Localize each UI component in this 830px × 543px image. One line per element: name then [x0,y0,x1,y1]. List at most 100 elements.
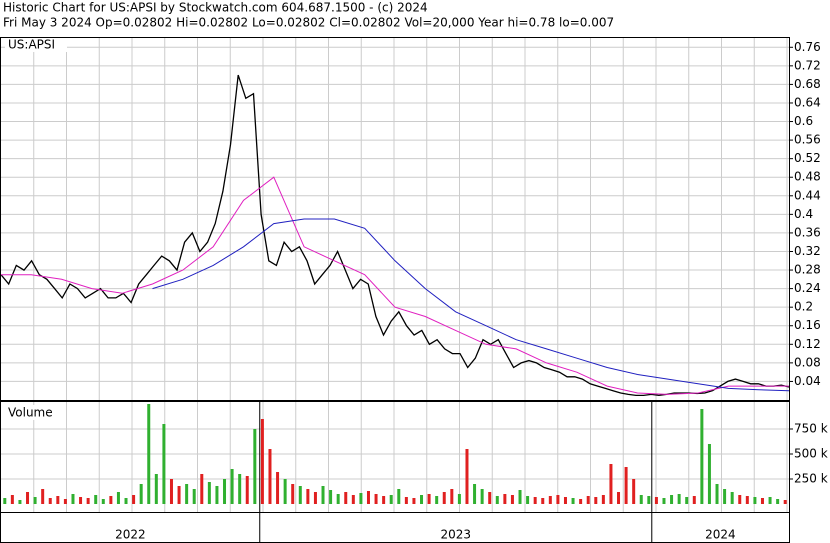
volume-bar [723,489,727,504]
volume-bar [609,464,613,504]
volume-bar [601,495,605,504]
y-tick-label: 0.64 [794,95,821,109]
volume-bar [389,495,393,504]
volume-bar [526,496,530,504]
volume-bar [162,424,166,504]
y-tick-label: 0.08 [794,355,821,369]
volume-bar [745,496,749,504]
volume-bar [48,498,52,504]
chart-subtitle: Fri May 3 2024 Op=0.02802 Hi=0.02802 Lo=… [3,16,614,30]
volume-bar [306,489,310,504]
y-tick-label: 0.24 [794,281,821,295]
volume-bar [533,497,537,504]
volume-bar [245,476,249,504]
y-tick-label: 0.2 [794,300,813,314]
volume-bar [139,484,143,504]
y-tick-label: 250 k [794,472,828,486]
volume-bar [730,492,734,504]
y-tick-label: 0.44 [794,188,821,202]
volume-bar [283,479,287,504]
volume-bar [518,490,522,504]
volume-bar [776,499,780,504]
volume-bar [685,497,689,504]
volume-bar [359,493,363,504]
volume-bar [473,484,477,504]
volume-bar [3,498,7,504]
volume-bar [457,494,461,504]
volume-bar [707,444,711,504]
volume-bar [586,496,590,504]
volume-label: Volume [8,406,53,420]
volume-bar [276,472,280,504]
volume-bar [495,496,499,504]
volume-bar [344,492,348,504]
volume-bar [223,479,227,504]
price-frame [0,37,790,401]
volume-bar [63,499,67,504]
volume-bar [768,497,772,504]
volume-bar [579,499,583,504]
volume-bar [738,495,742,504]
volume-bar [480,489,484,504]
volume-bar [71,494,75,504]
volume-bar [427,494,431,504]
volume-bar [26,492,30,504]
moving-average [1,176,789,395]
price-line [0,74,790,397]
volume-bar [510,495,514,504]
volume-bar [465,449,469,504]
volume-bar [647,496,651,504]
y-tick-label: 0.28 [794,263,821,277]
volume-bar [33,497,37,504]
volume-label-bg [5,405,57,420]
y-tick-label: 0.16 [794,318,821,332]
volume-bar [291,484,295,504]
volume-bar [556,495,560,504]
volume-bar [654,497,658,504]
volume-bar [488,492,492,504]
volume-bar [116,492,120,504]
volume-bar [624,467,628,504]
volume-bar [268,449,272,504]
volume-bar [253,429,257,504]
y-tick-label: 0.36 [794,225,821,239]
volume-bar [715,484,719,504]
volume-bar [192,489,196,504]
volume-bar [321,486,325,504]
y-tick-label: 0.04 [794,374,821,388]
volume-bar [670,495,674,504]
moving-average [152,218,790,392]
volume-bar [632,479,636,504]
volume-bar [215,486,219,504]
volume-bar [548,496,552,504]
chart-title: Historic Chart for US:APSI by Stockwatch… [3,1,428,15]
volume-bar [41,489,45,504]
volume-bar [185,484,189,504]
volume-bar [594,497,598,504]
volume-bar [662,498,666,504]
y-tick-label: 0.68 [794,77,821,91]
symbol-bg [5,38,67,52]
volume-bar [154,474,158,504]
y-tick-label: 0.76 [794,40,821,54]
volume-bar [374,494,378,504]
volume-bar [571,498,575,504]
volume-bar [10,495,14,504]
y-tick-label: 500 k [794,447,828,461]
volume-bar [169,479,173,504]
volume-bar [503,494,507,504]
volume-bar [260,419,264,504]
volume-bar [677,494,681,504]
volume-bar [412,498,416,504]
volume-bar [753,497,757,504]
y-tick-label: 0.32 [794,244,821,258]
x-tick-label: 2023 [440,528,471,542]
volume-bar [147,404,151,504]
volume-bar [404,497,408,504]
x-tick-label: 2022 [115,528,146,542]
volume-bar [351,495,355,504]
y-tick-label: 0.4 [794,207,813,221]
volume-bar [109,496,113,504]
